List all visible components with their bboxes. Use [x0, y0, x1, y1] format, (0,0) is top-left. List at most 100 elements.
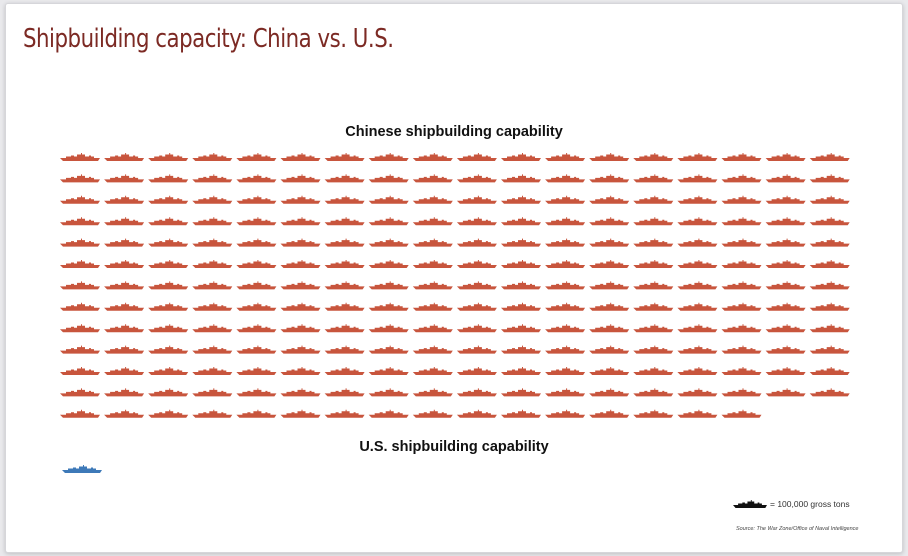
china-ship-icon	[104, 388, 145, 397]
china-ship-icon	[236, 409, 277, 418]
china-ship-icon	[148, 238, 189, 247]
china-ship-icon	[456, 260, 497, 268]
china-ship-icon	[589, 217, 630, 226]
china-ship-icon	[192, 345, 233, 354]
china-ship-icon	[324, 324, 365, 333]
china-ship-icon	[368, 217, 409, 226]
china-ship-icon	[721, 281, 762, 290]
china-ship-icon	[412, 153, 453, 161]
china-ship-icon	[280, 174, 321, 183]
china-ship-icon	[148, 388, 189, 397]
china-ship-icon	[456, 195, 497, 204]
china-ship-icon	[280, 345, 321, 354]
china-ship-icon	[633, 174, 674, 183]
china-ship-icon	[148, 153, 189, 161]
china-ship-icon	[368, 195, 409, 204]
china-ship-icon	[545, 217, 586, 226]
china-ship-icon	[545, 388, 586, 397]
china-ship-icon	[765, 324, 806, 333]
china-ship-icon	[501, 260, 541, 268]
china-ship-icon	[633, 238, 674, 247]
china-ship-icon	[501, 174, 541, 183]
china-ship-icon	[456, 238, 497, 247]
china-ship-icon	[677, 174, 718, 183]
china-ship-icon	[104, 345, 145, 354]
china-ship-icon	[809, 217, 850, 226]
china-ship-icon	[104, 409, 145, 418]
china-ship-icon	[368, 238, 409, 247]
china-ship-icon	[60, 409, 100, 418]
china-ship-icon	[677, 281, 718, 290]
china-ship-icon	[501, 388, 541, 397]
china-ship-icon	[368, 367, 409, 375]
china-ship-icon	[412, 281, 453, 290]
china-ship-icon	[148, 174, 189, 183]
china-ship-icon	[721, 388, 762, 397]
china-ship-icon	[765, 388, 806, 397]
china-ship-icon	[60, 388, 100, 397]
china-ship-icon	[633, 409, 674, 418]
china-ship-icon	[765, 281, 806, 290]
china-ship-icon	[148, 302, 189, 311]
china-ship-icon	[809, 388, 850, 397]
china-ship-icon	[677, 367, 718, 375]
china-ship-icon	[677, 153, 718, 161]
china-ship-icon	[324, 345, 365, 354]
china-ship-icon	[280, 153, 321, 161]
china-ship-icon	[633, 195, 674, 204]
china-ship-icon	[501, 345, 541, 354]
china-ship-icon	[192, 195, 233, 204]
china-ship-icon	[60, 302, 100, 311]
china-ship-icon	[412, 388, 453, 397]
china-ship-icon	[589, 195, 630, 204]
china-ship-icon	[677, 324, 718, 333]
china-ship-icon	[60, 281, 100, 290]
us-pictograph	[62, 465, 102, 473]
china-ship-icon	[721, 260, 762, 268]
china-ship-icon	[236, 302, 277, 311]
legend: = 100,000 gross tons	[733, 499, 850, 509]
china-ship-icon	[368, 324, 409, 333]
china-ship-icon	[765, 174, 806, 183]
china-ship-icon	[809, 153, 850, 161]
china-ship-icon	[545, 260, 586, 268]
china-ship-icon	[368, 281, 409, 290]
china-ship-icon	[192, 409, 233, 418]
china-ship-icon	[633, 260, 674, 268]
china-ship-icon	[236, 388, 277, 397]
china-ship-icon	[60, 238, 100, 247]
china-ship-icon	[104, 195, 145, 204]
china-ship-icon	[456, 367, 497, 375]
china-ship-icon	[324, 260, 365, 268]
china-ship-icon	[545, 409, 586, 418]
china-ship-icon	[236, 195, 277, 204]
china-ship-icon	[368, 153, 409, 161]
us-ship-icon	[62, 465, 102, 473]
china-ship-icon	[60, 217, 100, 226]
china-ship-icon	[589, 302, 630, 311]
china-ship-icon	[104, 302, 145, 311]
china-ship-icon	[148, 281, 189, 290]
china-ship-icon	[236, 153, 277, 161]
china-ship-icon	[280, 217, 321, 226]
china-ship-icon	[280, 324, 321, 333]
china-ship-icon	[545, 324, 586, 333]
china-ship-icon	[456, 345, 497, 354]
china-ship-icon	[501, 217, 541, 226]
china-ship-icon	[412, 345, 453, 354]
page-title: Shipbuilding capacity: China vs. U.S.	[23, 24, 394, 54]
china-ship-icon	[809, 174, 850, 183]
china-ship-icon	[104, 260, 145, 268]
china-ship-icon	[589, 174, 630, 183]
china-ship-icon	[104, 238, 145, 247]
legend-text: = 100,000 gross tons	[770, 499, 850, 509]
china-ship-icon	[589, 153, 630, 161]
china-ship-icon	[721, 302, 762, 311]
china-ship-icon	[677, 388, 718, 397]
china-ship-icon	[721, 409, 762, 418]
china-ship-icon	[236, 260, 277, 268]
china-ship-icon	[412, 409, 453, 418]
china-ship-icon	[60, 367, 100, 375]
china-ship-icon	[192, 153, 233, 161]
china-ship-icon	[501, 281, 541, 290]
